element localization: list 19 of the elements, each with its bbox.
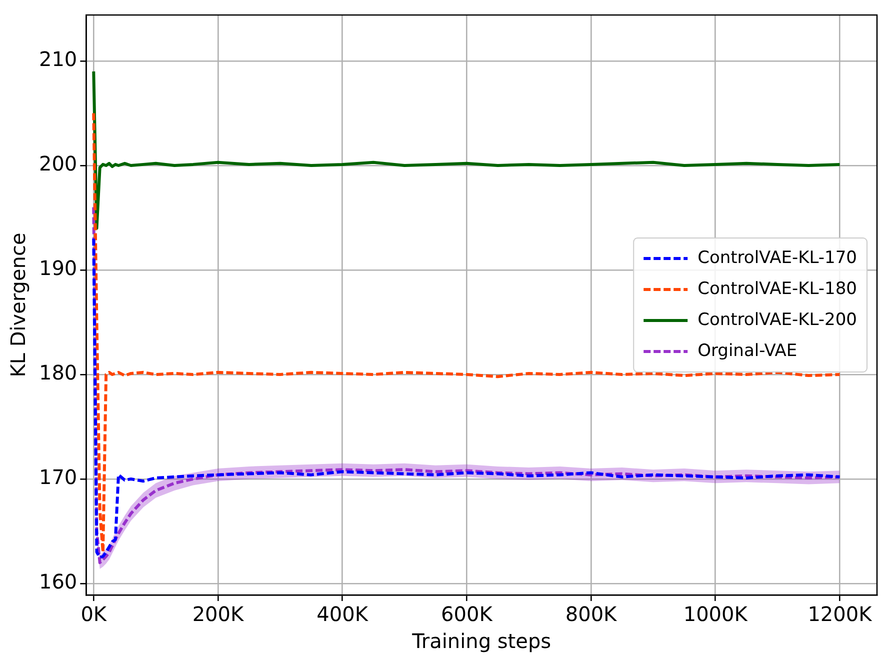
x-axis-title: Training steps [411, 629, 552, 654]
x-tick-label: 400K [316, 602, 369, 626]
y-tick-label: 210 [38, 47, 78, 72]
y-axis-title: KL Divergence [6, 232, 30, 378]
y-tick-label: 180 [38, 360, 78, 385]
legend-label: Orginal-VAE [698, 340, 798, 361]
y-tick-label: 200 [38, 152, 78, 176]
x-tick-label: 200K [192, 602, 245, 626]
legend-label: ControlVAE-KL-170 [698, 248, 858, 268]
x-tick-label: 0K [80, 602, 108, 626]
x-tick-label: 800K [565, 602, 618, 626]
x-tick-label: 1200K [808, 602, 873, 626]
x-tick-label: 1000K [683, 602, 748, 626]
y-tick-label: 170 [38, 465, 78, 490]
legend-label: ControlVAE-KL-200 [698, 310, 858, 330]
y-tick-label: 160 [38, 570, 78, 594]
x-tick-label: 600K [441, 602, 494, 626]
y-tick-label: 190 [38, 256, 78, 280]
legend-label: ControlVAE-KL-180 [698, 278, 858, 299]
